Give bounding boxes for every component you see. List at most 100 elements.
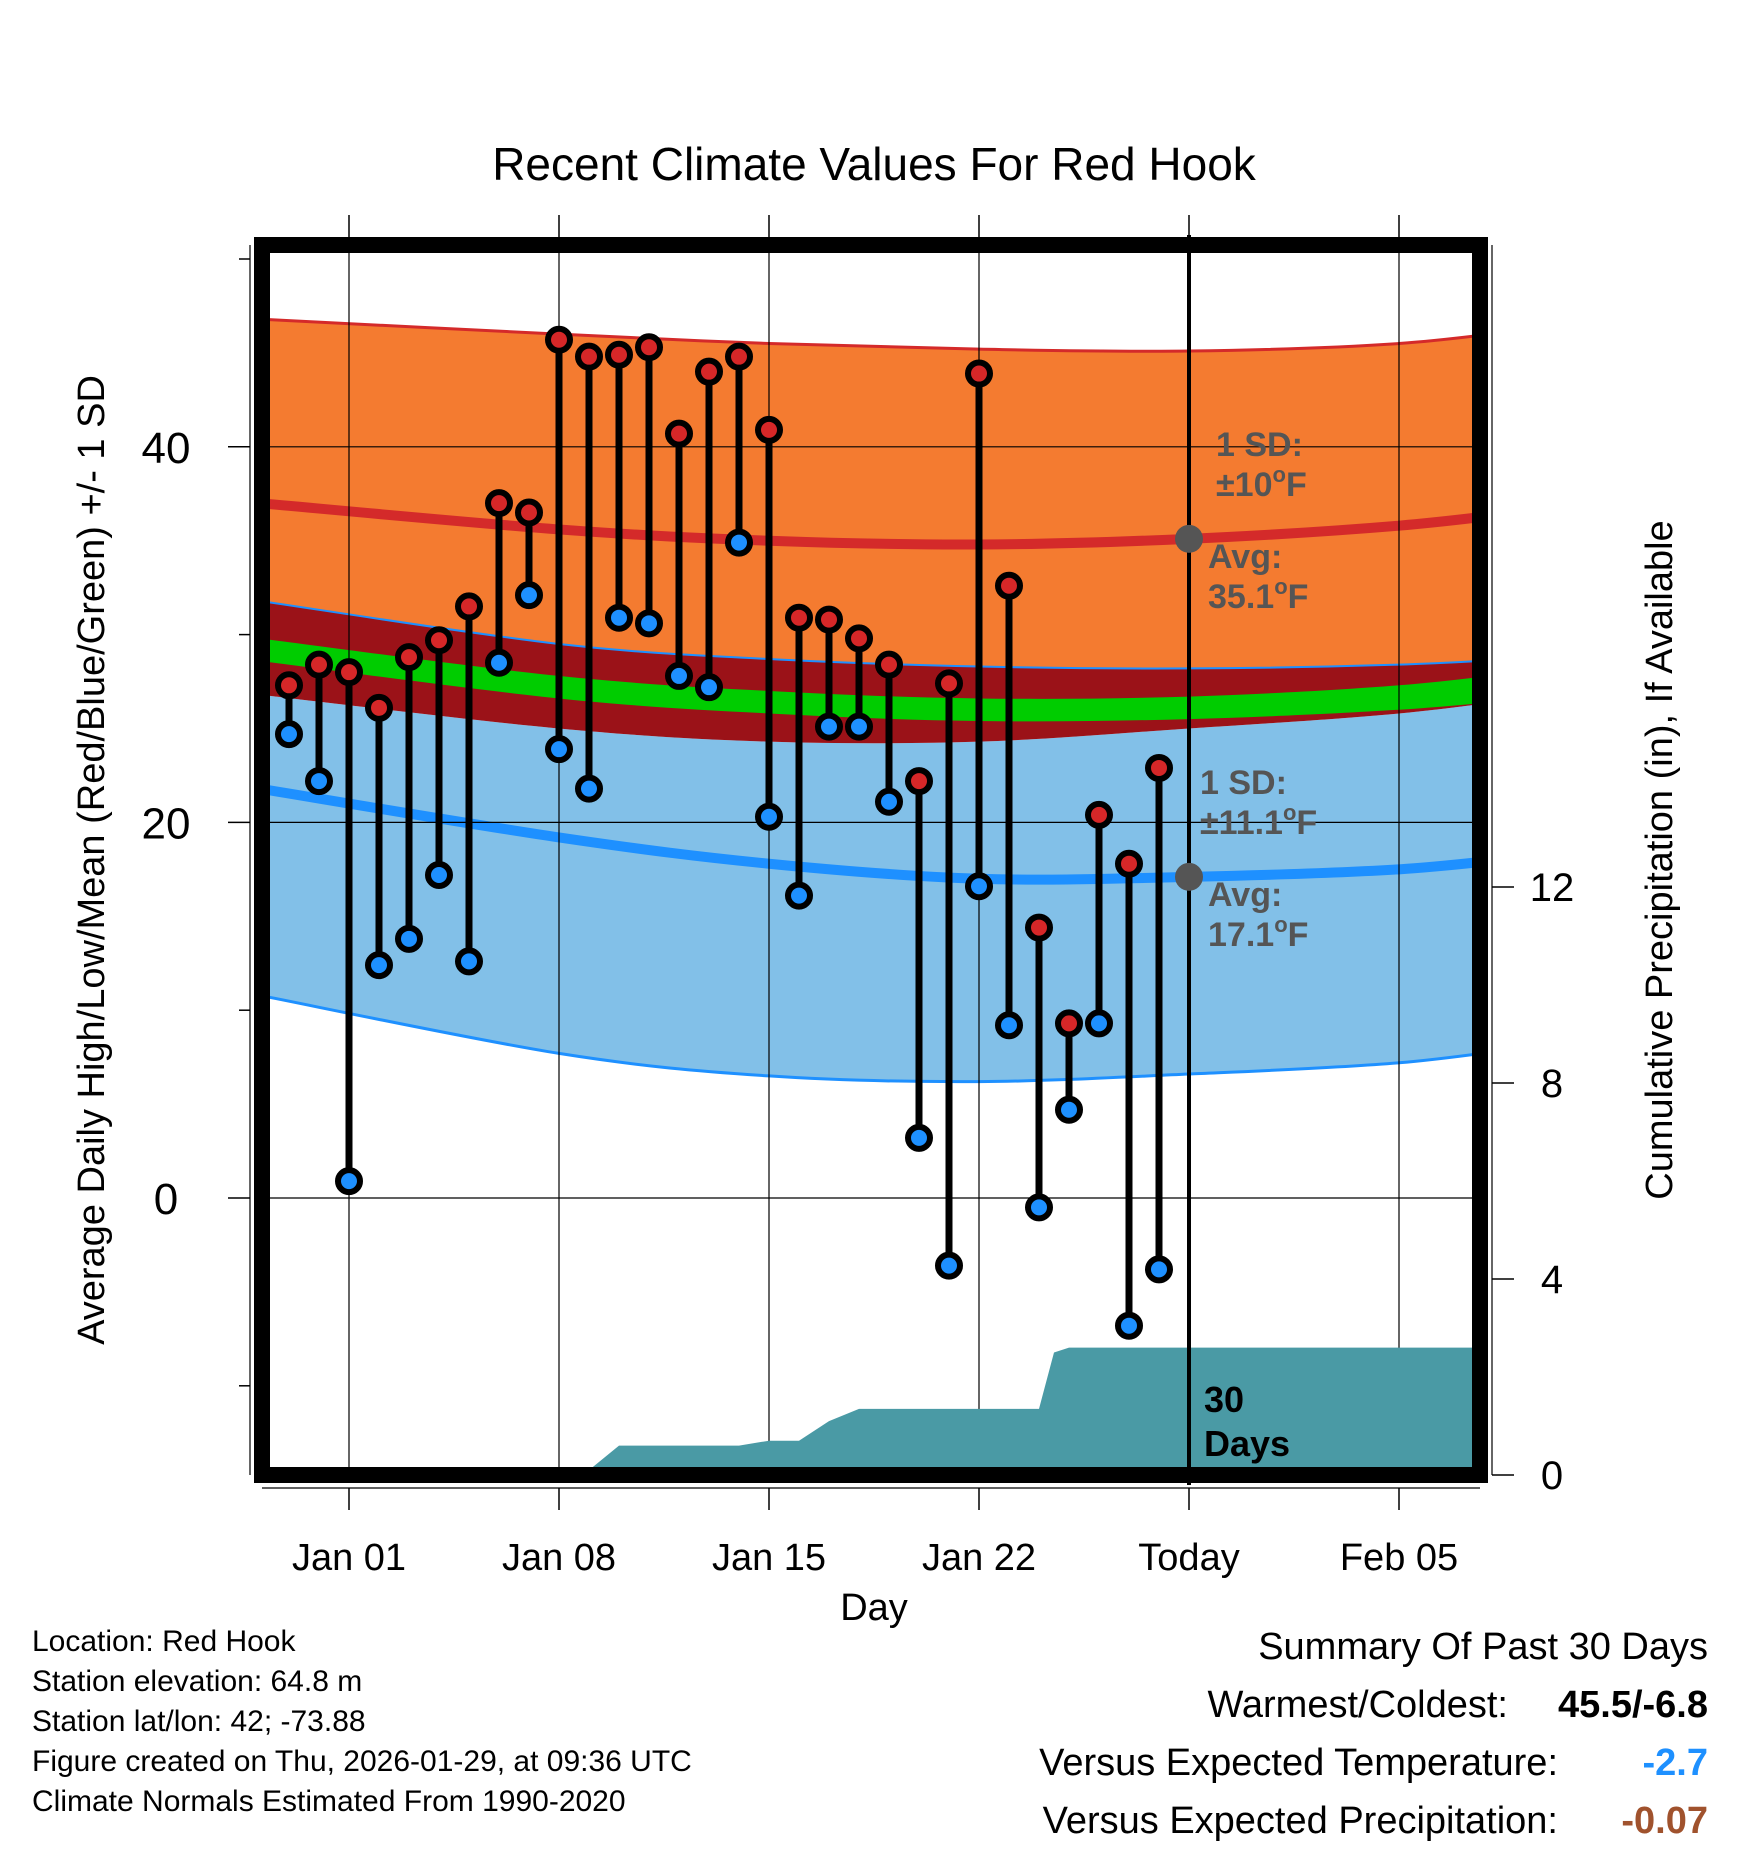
low-point — [335, 1167, 363, 1196]
high-point — [965, 359, 993, 388]
high-point — [395, 643, 423, 672]
high-point — [875, 650, 903, 679]
high-point — [905, 767, 933, 796]
x-tick-label: Jan 22 — [922, 1537, 1036, 1579]
low-avg-marker — [1175, 862, 1203, 891]
y-tick-label: 40 — [142, 424, 191, 473]
high-sd-band — [262, 319, 1480, 669]
station-info: Location: Red Hook Station elevation: 64… — [32, 1622, 692, 1822]
high-point — [1025, 913, 1053, 942]
low-point — [395, 924, 423, 953]
precip-area — [262, 1347, 1480, 1475]
x-tick-label: Jan 15 — [712, 1537, 826, 1579]
low-point — [935, 1251, 963, 1280]
high-point — [425, 626, 453, 655]
low-point — [1145, 1255, 1173, 1284]
high-point — [335, 658, 363, 687]
low-point — [785, 881, 813, 910]
low-point — [1085, 1009, 1113, 1038]
precip-vs-expected-label: Versus Expected Precipitation: — [1042, 1800, 1558, 1842]
temp-vs-expected-value: -2.7 — [1642, 1742, 1708, 1784]
x-axis-label: Day — [840, 1587, 908, 1629]
low-point — [635, 609, 663, 638]
high-point — [545, 325, 573, 354]
mean-band — [262, 638, 1480, 722]
high-point — [725, 342, 753, 371]
summary-title: Summary Of Past 30 Days — [1258, 1626, 1708, 1668]
low-point — [425, 860, 453, 889]
low-point — [1025, 1193, 1053, 1222]
low-point — [755, 802, 783, 831]
high-point — [305, 650, 333, 679]
high-point — [815, 605, 843, 634]
low-point — [515, 581, 543, 610]
low-point — [965, 872, 993, 901]
low-sd-lower-line — [262, 994, 1480, 1084]
low-point — [905, 1123, 933, 1152]
plot-area: 1 SD: ±10oF Avg: 35.1oF 1 SD: ±11.1oF Avg: 17.1… — [142, 215, 1575, 1579]
y2-axis-label: Cumulative Precipitation (in), If Availa… — [1639, 520, 1681, 1199]
y-axis-label: Average Daily High/Low/Mean (Red/Blue/Gr… — [71, 375, 113, 1345]
low-point — [725, 528, 753, 557]
high-point — [575, 342, 603, 371]
summary-panel: Summary Of Past 30 Days Warmest/Coldest:… — [1039, 1622, 1708, 1854]
high-point — [605, 340, 633, 369]
y2-tick-label: 0 — [1541, 1454, 1563, 1498]
warmest-label: Warmest/Coldest: — [1207, 1684, 1508, 1726]
low-point — [605, 603, 633, 632]
low-point — [1115, 1311, 1143, 1340]
low-avg-annotation: Avg: 17.1oF — [1208, 876, 1308, 954]
plot-frame — [254, 237, 1488, 1483]
low-avg-line — [262, 784, 1480, 885]
x-tick-label: Today — [1138, 1537, 1239, 1579]
low-point — [845, 712, 873, 741]
low-point — [995, 1011, 1023, 1040]
low-sd-band — [262, 695, 1480, 1082]
temp-vs-expected-label: Versus Expected Temperature: — [1039, 1742, 1558, 1784]
low-point — [695, 673, 723, 702]
high-sd-lower-line — [262, 600, 1480, 670]
y-tick-label: 0 — [154, 1175, 178, 1224]
high-point — [275, 671, 303, 700]
high-point — [995, 571, 1023, 600]
low-point — [485, 648, 513, 677]
low-point — [305, 767, 333, 796]
low-point — [665, 661, 693, 690]
high-point — [485, 489, 513, 518]
warmest-value: 45.5/-6.8 — [1558, 1684, 1708, 1726]
low-point — [275, 720, 303, 749]
low-point — [365, 951, 393, 980]
latlon-text: Station lat/lon: 42; -73.88 — [32, 1705, 366, 1738]
low-point — [875, 787, 903, 816]
high-avg-annotation: Avg: 35.1oF — [1208, 538, 1308, 616]
high-point — [1085, 800, 1113, 829]
low-point — [545, 735, 573, 764]
high-point — [755, 415, 783, 444]
high-point — [665, 419, 693, 448]
high-sd-upper-line — [262, 317, 1480, 353]
window-annotation: 30 Days — [1204, 1379, 1290, 1464]
x-tick-label: Jan 08 — [502, 1537, 616, 1579]
elevation-text: Station elevation: 64.8 m — [32, 1665, 363, 1698]
y2-tick-label: 12 — [1530, 866, 1575, 910]
high-avg-marker — [1175, 524, 1203, 553]
high-point — [695, 357, 723, 386]
y2-tick-label: 4 — [1541, 1258, 1563, 1302]
clipped-layer — [262, 245, 1480, 1475]
location-text: Location: Red Hook — [32, 1625, 296, 1658]
high-point — [635, 333, 663, 362]
high-point — [1055, 1009, 1083, 1038]
high-point — [845, 624, 873, 653]
low-sd-annotation: 1 SD: ±11.1oF — [1200, 764, 1317, 842]
high-point — [365, 693, 393, 722]
low-point — [575, 774, 603, 803]
low-point — [1055, 1095, 1083, 1124]
y-tick-label: 20 — [142, 799, 191, 848]
low-point — [455, 947, 483, 976]
chart-title: Recent Climate Values For Red Hook — [492, 138, 1257, 190]
high-point — [1115, 849, 1143, 878]
x-tick-label: Jan 01 — [292, 1537, 406, 1579]
high-sd-annotation: 1 SD: ±10oF — [1216, 426, 1307, 504]
created-text: Figure created on Thu, 2026-01-29, at 09… — [32, 1745, 692, 1778]
